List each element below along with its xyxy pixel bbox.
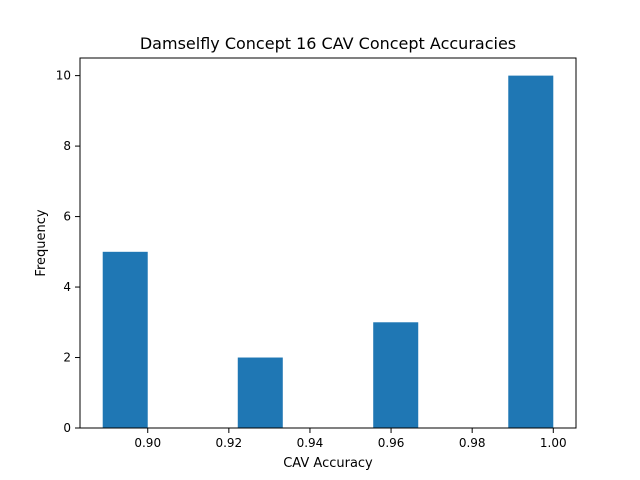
histogram-bar: [373, 322, 419, 428]
x-tick-label: 0.96: [378, 436, 405, 450]
bars-group: [102, 75, 554, 428]
x-axis-ticks: 0.90 0.92 0.94 0.96 0.98 1.00: [134, 428, 567, 450]
y-tick-label: 4: [63, 280, 71, 294]
plot-frame: [79, 57, 577, 429]
histogram-bar: [508, 75, 554, 428]
y-tick-label: 8: [63, 139, 71, 153]
histogram-bar: [102, 251, 148, 428]
y-axis-label: Frequency: [34, 209, 49, 276]
x-axis-label: CAV Accuracy: [283, 456, 373, 471]
chart-title: Damselfly Concept 16 CAV Concept Accurac…: [140, 34, 516, 53]
x-tick-label: 1.00: [540, 436, 567, 450]
x-tick-label: 0.98: [459, 436, 486, 450]
x-tick-label: 0.90: [134, 436, 161, 450]
x-tick-label: 0.94: [297, 436, 324, 450]
histogram-bar: [237, 357, 283, 428]
y-tick-label: 6: [63, 210, 71, 224]
y-tick-label: 2: [63, 351, 71, 365]
y-tick-label: 0: [63, 421, 71, 435]
y-tick-label: 10: [56, 69, 71, 83]
y-axis-ticks: 0 2 4 6 8 10: [56, 69, 80, 435]
x-tick-label: 0.92: [215, 436, 242, 450]
